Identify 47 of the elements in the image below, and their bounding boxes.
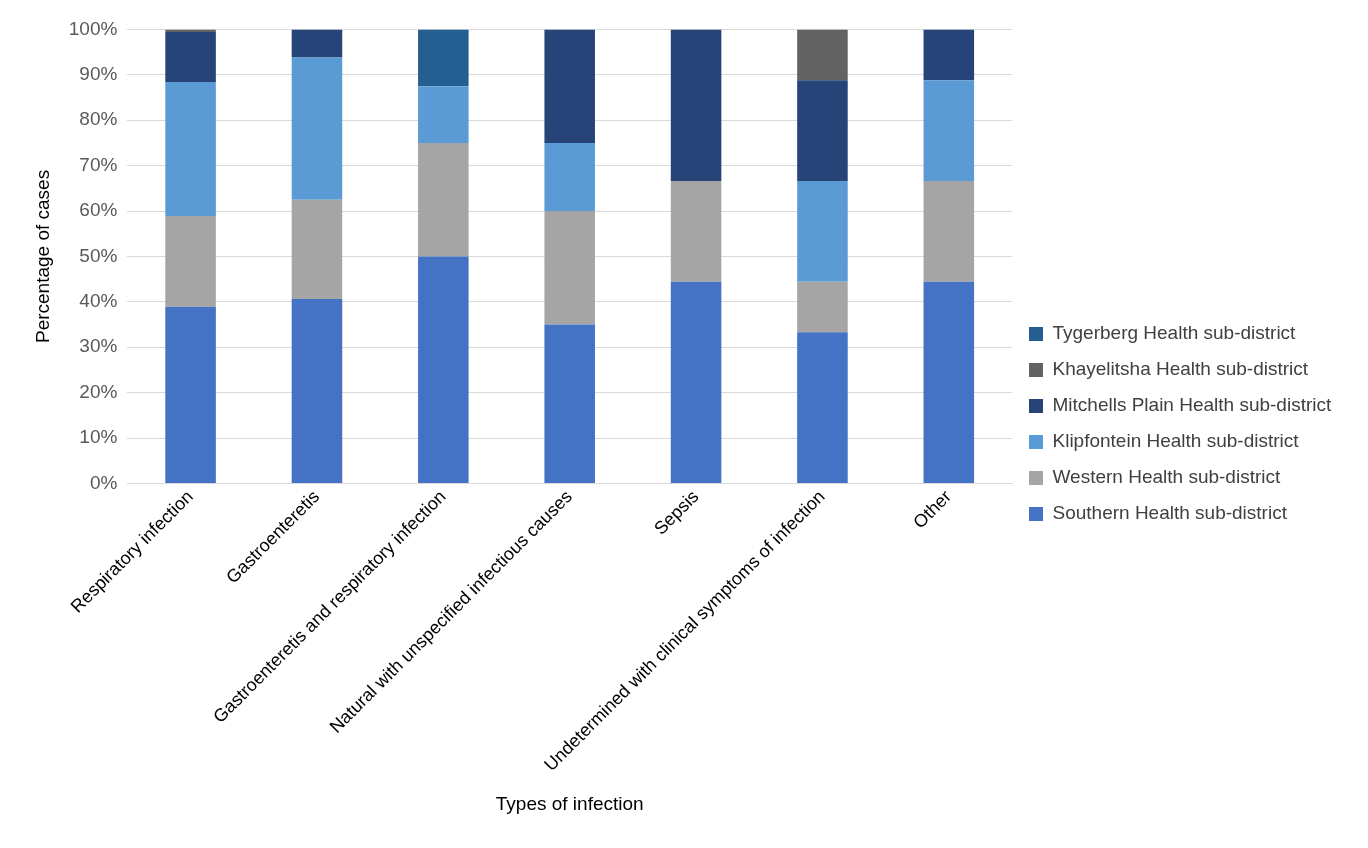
bar	[544, 29, 595, 143]
y-axis-title: Percentage of cases	[31, 169, 53, 344]
bar	[544, 142, 595, 212]
bar	[165, 306, 216, 483]
y-tick-label: 90%	[79, 63, 118, 85]
bar	[165, 32, 216, 83]
bar	[923, 181, 975, 282]
legend-label: Tygerberg Health sub-district	[1052, 322, 1297, 344]
bar	[544, 211, 595, 325]
y-tick-label: 50%	[79, 244, 118, 266]
bar	[418, 142, 469, 257]
y-tick-label: 70%	[79, 153, 118, 175]
bar	[418, 29, 469, 87]
bar	[418, 256, 469, 483]
y-tick-label: 80%	[79, 108, 118, 130]
bar	[544, 324, 595, 483]
bar	[923, 29, 975, 81]
bar	[291, 57, 343, 200]
bar	[797, 332, 848, 483]
x-axis-title: Types of infection	[495, 792, 644, 814]
bar	[165, 216, 216, 307]
bar	[291, 299, 343, 483]
y-tick-label: 60%	[79, 199, 118, 221]
legend-label: Klipfontein Health sub-district	[1052, 430, 1300, 452]
bar	[165, 82, 216, 217]
y-tick-label: 30%	[79, 335, 118, 357]
legend-label: Mitchells Plain Health sub-district	[1052, 394, 1332, 416]
y-tick-label: 0%	[89, 471, 118, 493]
y-tick-label: 20%	[79, 380, 118, 402]
bar	[797, 181, 848, 282]
bar	[797, 29, 848, 81]
bar	[291, 199, 343, 300]
legend-label: Southern Health sub-district	[1052, 502, 1288, 524]
bar	[923, 80, 975, 182]
bar	[797, 80, 848, 182]
bar	[670, 29, 722, 182]
y-tick-label: 10%	[79, 426, 118, 448]
legend-label: Western Health sub-district	[1052, 466, 1281, 488]
bar	[670, 181, 722, 282]
y-tick-label: 40%	[79, 290, 118, 312]
bar	[670, 281, 722, 483]
bar	[291, 29, 343, 58]
bar	[797, 281, 848, 333]
y-tick-label: 100%	[68, 17, 118, 39]
bar	[923, 281, 975, 483]
legend-label: Khayelitsha Health sub-district	[1052, 358, 1309, 380]
bar	[418, 86, 469, 143]
